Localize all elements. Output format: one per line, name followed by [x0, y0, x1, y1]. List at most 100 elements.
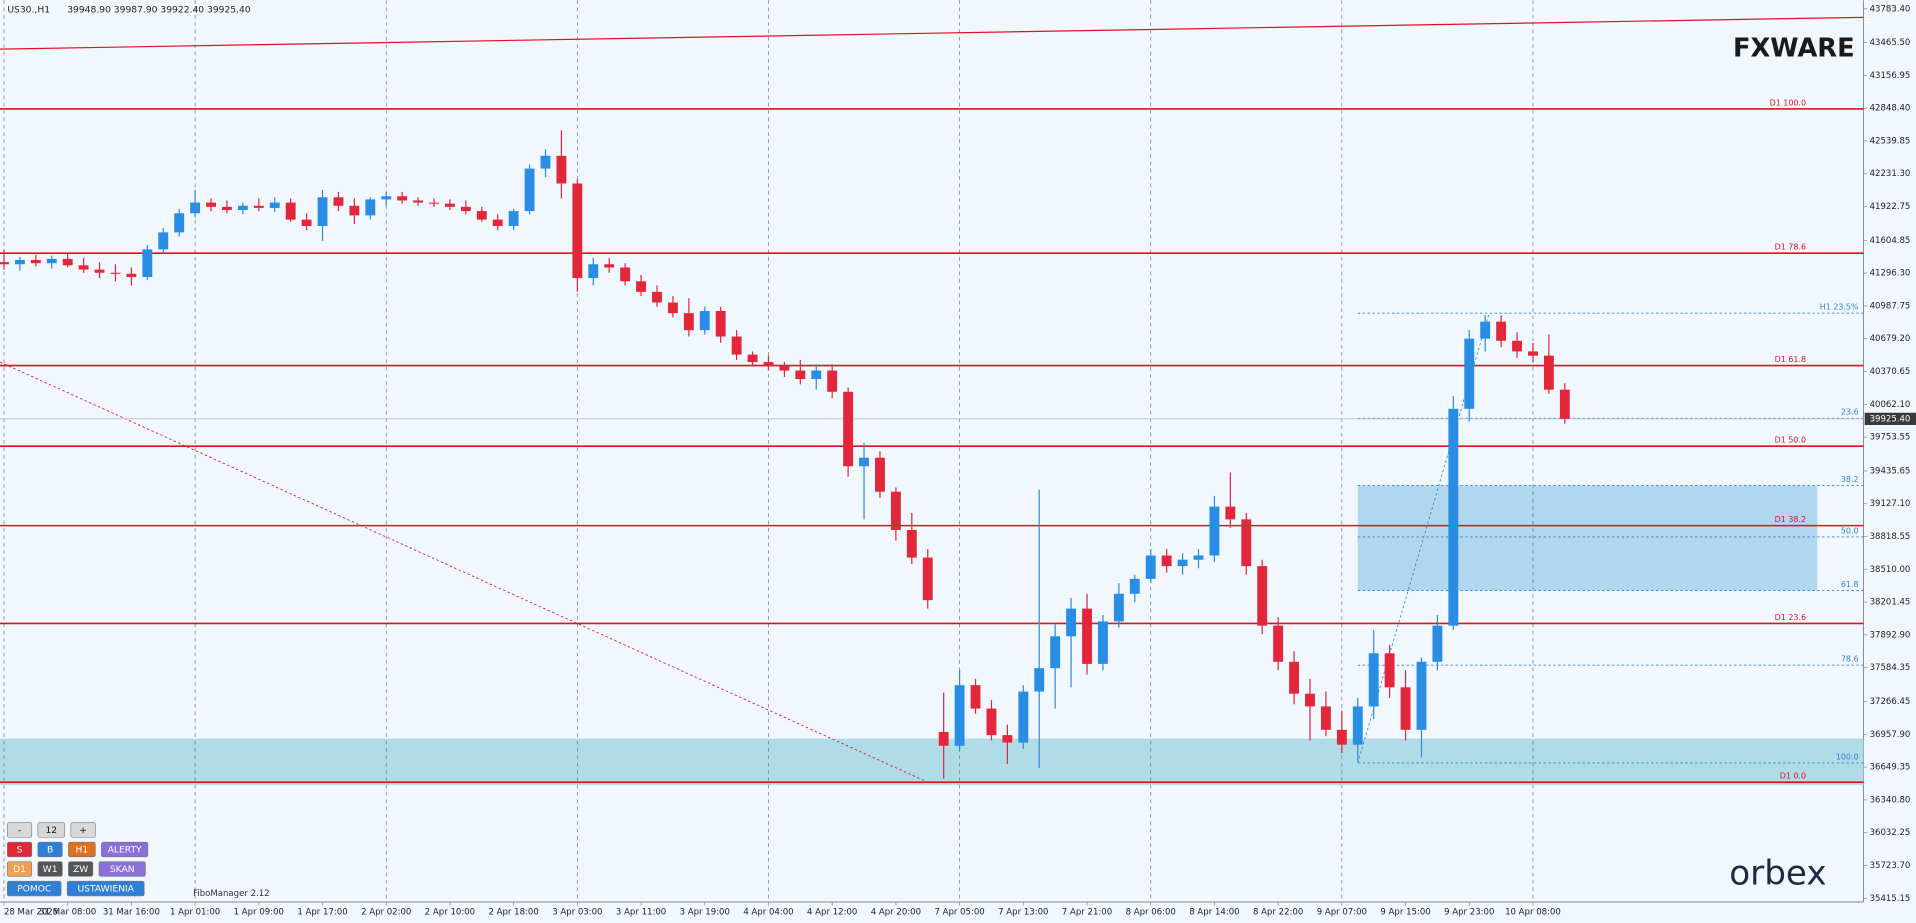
y-tick-label: 36649.35 [1870, 763, 1911, 773]
candle-body [620, 267, 631, 282]
panel-button-label[interactable]: D1 [13, 864, 26, 875]
candle-body [843, 391, 854, 467]
candle-body [1241, 519, 1252, 567]
candle-body [667, 302, 678, 314]
y-tick-label: 41604.85 [1870, 236, 1911, 246]
y-tick-label: 41296.30 [1870, 269, 1911, 279]
fib-label: 61.8 [1841, 580, 1859, 589]
zone [1357, 485, 1818, 591]
panel-button[interactable] [101, 841, 149, 858]
x-tick-label: 4 Apr 20:00 [871, 907, 921, 917]
candle-body [747, 354, 758, 363]
x-tick-label: 31 Mar 08:00 [39, 907, 96, 917]
y-tick-label: 40370.65 [1870, 367, 1911, 377]
panel-button[interactable] [70, 822, 96, 838]
x-tick-label: 3 Apr 11:00 [616, 907, 666, 917]
x-tick-label: 1 Apr 09:00 [234, 907, 284, 917]
candle-body [460, 206, 471, 212]
candle-body [1034, 668, 1045, 692]
candle-body [126, 273, 137, 278]
panel-button[interactable] [68, 861, 94, 877]
candle-body [285, 202, 296, 220]
candle-body [190, 202, 201, 214]
candle-body [1161, 555, 1172, 567]
candle-body [970, 685, 981, 709]
panel-button[interactable] [7, 861, 33, 877]
panel-button-label[interactable]: ALERTY [108, 845, 142, 856]
candle-body [1480, 321, 1491, 339]
candle-body [1512, 340, 1522, 352]
candle-body [636, 281, 646, 292]
x-tick-label: 4 Apr 04:00 [743, 907, 793, 917]
candle-body [365, 199, 376, 216]
candle-body [652, 291, 662, 303]
panel-button-label[interactable]: 12 [45, 825, 57, 836]
panel-button[interactable] [37, 822, 66, 838]
candle-body [588, 264, 599, 279]
candle-body [954, 685, 965, 746]
panel-button-label[interactable]: SKAN [110, 864, 135, 875]
panel-button[interactable] [37, 861, 63, 877]
panel-button[interactable] [7, 822, 33, 838]
layer [0, 0, 1864, 906]
candle-body [333, 197, 344, 206]
y-tick-label: 37266.45 [1870, 697, 1911, 707]
candle-body [222, 206, 232, 211]
ohlc-label: 39948.90 39987.90 39922.40 39925.40 [67, 4, 251, 15]
panel-button-label[interactable]: + [79, 825, 87, 836]
panel-button-label[interactable]: W1 [43, 864, 58, 875]
panel-button[interactable] [98, 861, 146, 877]
y-tick-label: 42539.85 [1870, 136, 1911, 146]
candle-body [1320, 706, 1331, 730]
candle-body [1368, 653, 1379, 707]
fib-label: 78.6 [1841, 655, 1859, 664]
candle-body [381, 196, 392, 200]
panel-button-label[interactable]: ZW [73, 864, 88, 875]
panel-button[interactable] [68, 841, 96, 858]
candle-body [94, 269, 105, 273]
panel-button[interactable] [7, 841, 33, 858]
y-tick-label: 39435.65 [1870, 466, 1911, 476]
candle-body [572, 183, 583, 279]
candle-body [890, 491, 901, 530]
current-price-box [1864, 412, 1916, 425]
y-tick-label: 41922.75 [1870, 202, 1911, 212]
candle-body [206, 202, 216, 207]
candle-body [540, 155, 551, 169]
panel-button-label[interactable]: USTAWIENIA [77, 884, 134, 895]
candle-body [317, 197, 328, 226]
panel-button-label[interactable]: POMOC [17, 884, 51, 895]
candle-body [174, 213, 185, 233]
y-tick-label: 36957.90 [1870, 730, 1911, 740]
level-label: D1 0.0 [1780, 772, 1806, 781]
y-tick-label: 36340.80 [1870, 795, 1911, 805]
panel-button[interactable] [37, 841, 63, 858]
panel-button-label[interactable]: H1 [76, 845, 89, 856]
y-tick-label: 43156.95 [1870, 71, 1911, 81]
y-tick-label: 38510.00 [1870, 565, 1911, 575]
y-tick-label: 38201.45 [1870, 598, 1911, 608]
panel-button-label[interactable]: B [47, 845, 53, 856]
candle-body [938, 731, 949, 746]
candle-body [1448, 408, 1459, 626]
panel-button-label[interactable]: S [17, 845, 23, 856]
fib-label: 50.0 [1841, 526, 1859, 535]
panel-button[interactable] [7, 880, 62, 897]
candle-body [1066, 608, 1077, 637]
y-tick-label: 40987.75 [1870, 301, 1911, 311]
x-tick-label: 7 Apr 13:00 [998, 907, 1048, 917]
panel-button-label[interactable]: - [18, 825, 21, 836]
level-label: D1 38.2 [1775, 515, 1806, 524]
x-tick-label: 10 Apr 08:00 [1505, 907, 1561, 917]
candle-body [683, 313, 694, 331]
candle-body [1050, 636, 1061, 669]
candle-body [1289, 661, 1300, 694]
candle-body [1209, 506, 1220, 556]
current-price-label: 39925.40 [1870, 414, 1911, 424]
level-label: D1 78.6 [1775, 243, 1806, 252]
candle-body [397, 196, 408, 201]
panel-button[interactable] [66, 880, 145, 897]
candle-body [1416, 661, 1427, 730]
